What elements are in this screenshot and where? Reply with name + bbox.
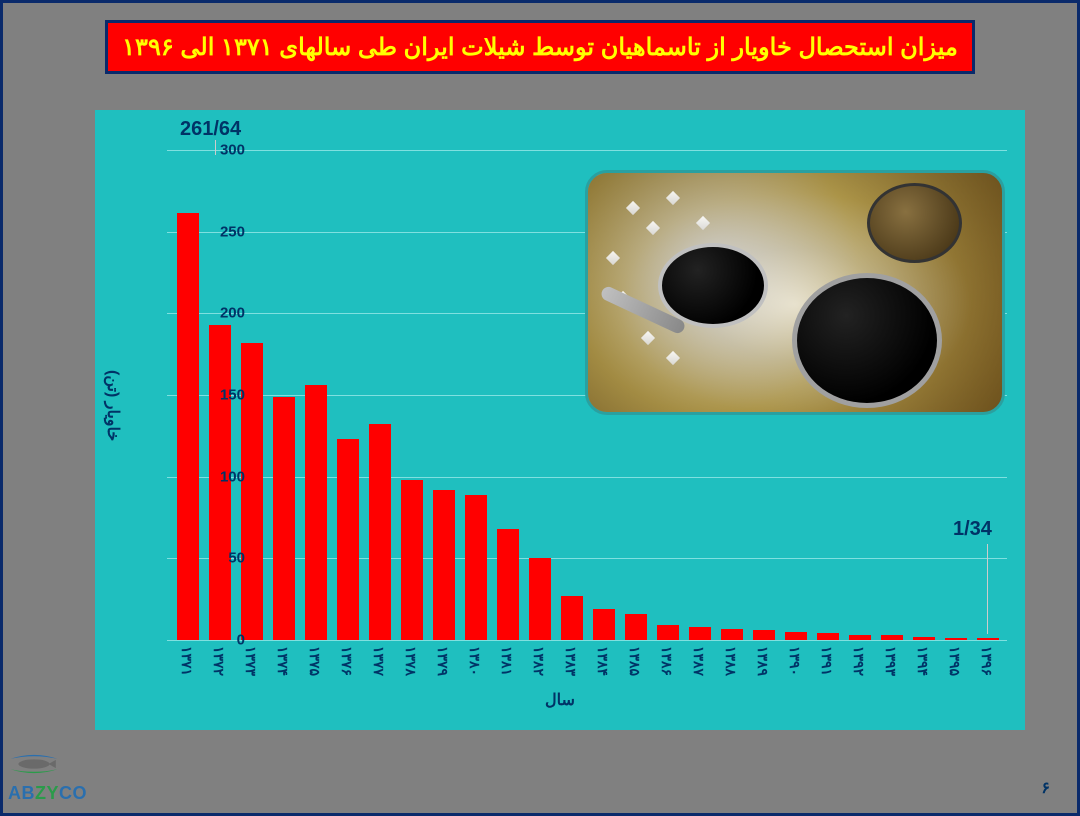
annotation-first: 261/64 [180,118,241,141]
x-tick-label: ۱۳۹۰ [787,646,803,676]
y-axis-label: خاویار (تن) [103,370,122,441]
y-tick-label: 150 [195,387,245,404]
bar [689,627,711,640]
bar [657,625,679,640]
x-tick-label: ۱۳۷۱ [179,646,195,676]
title-box: میزان استحصال خاویار از تاسماهیان توسط ش… [105,20,975,74]
grid-line [167,640,1007,641]
bar [305,385,327,640]
bar [945,638,967,640]
x-tick-label: ۱۳۷۸ [403,646,419,676]
caviar-spoon-icon [658,243,768,328]
annotation-line-last [987,544,988,634]
x-tick-label: ۱۳۷۶ [339,646,355,676]
chart-area: خاویار (تن) سال 261/64 1/34 050100150200… [95,110,1025,730]
bar [529,558,551,640]
bar [561,596,583,640]
x-tick-label: ۱۳۸۵ [627,646,643,676]
bar [721,629,743,640]
x-axis-label: سال [545,690,575,710]
bar [177,213,199,640]
bar [817,633,839,640]
x-tick-label: ۱۳۹۲ [851,646,867,676]
x-tick-label: ۱۳۹۶ [979,646,995,676]
caviar-tin-icon [867,183,962,263]
fish-icon [8,750,60,778]
y-tick-label: 200 [195,305,245,322]
bar [497,529,519,640]
logo-text: ABZYCO [8,783,128,804]
bar [337,439,359,640]
logo: ABZYCO [8,750,128,806]
x-tick-label: ۱۳۸۸ [723,646,739,676]
bar [753,630,775,640]
x-tick-label: ۱۳۷۳ [243,646,259,676]
y-tick-label: 50 [195,550,245,567]
x-tick-label: ۱۳۸۱ [499,646,515,676]
bar [273,397,295,640]
bar [785,632,807,640]
x-tick-label: ۱۳۹۴ [915,646,931,676]
x-tick-label: ۱۳۸۳ [563,646,579,676]
y-tick-label: 100 [195,468,245,485]
x-tick-label: ۱۳۸۶ [659,646,675,676]
grid-line [167,150,1007,151]
annotation-last: 1/34 [953,518,992,541]
x-tick-label: ۱۳۹۵ [947,646,963,676]
x-tick-label: ۱۳۸۰ [467,646,483,676]
bar [881,635,903,640]
bar [849,635,871,640]
x-tick-label: ۱۳۹۱ [819,646,835,676]
y-tick-label: 250 [195,223,245,240]
x-tick-label: ۱۳۸۲ [531,646,547,676]
x-tick-label: ۱۳۹۳ [883,646,899,676]
x-tick-label: ۱۳۷۹ [435,646,451,676]
bar [369,424,391,640]
x-tick-label: ۱۳۷۷ [371,646,387,676]
y-tick-label: 300 [195,142,245,159]
bar [593,609,615,640]
bar [465,495,487,640]
x-tick-label: ۱۳۸۴ [595,646,611,676]
bar [401,480,423,640]
x-tick-label: ۱۳۷۵ [307,646,323,676]
bar [433,490,455,640]
bar [913,637,935,640]
x-tick-label: ۱۳۸۹ [755,646,771,676]
inset-caviar-image [585,170,1005,415]
chart-title: میزان استحصال خاویار از تاسماهیان توسط ش… [122,33,958,62]
caviar-bowl-icon [792,273,942,408]
x-tick-label: ۱۳۸۷ [691,646,707,676]
bar [977,638,999,640]
x-tick-label: ۱۳۷۴ [275,646,291,676]
bar [625,614,647,640]
x-tick-label: ۱۳۷۲ [211,646,227,676]
page-number: ۶ [1041,778,1050,798]
